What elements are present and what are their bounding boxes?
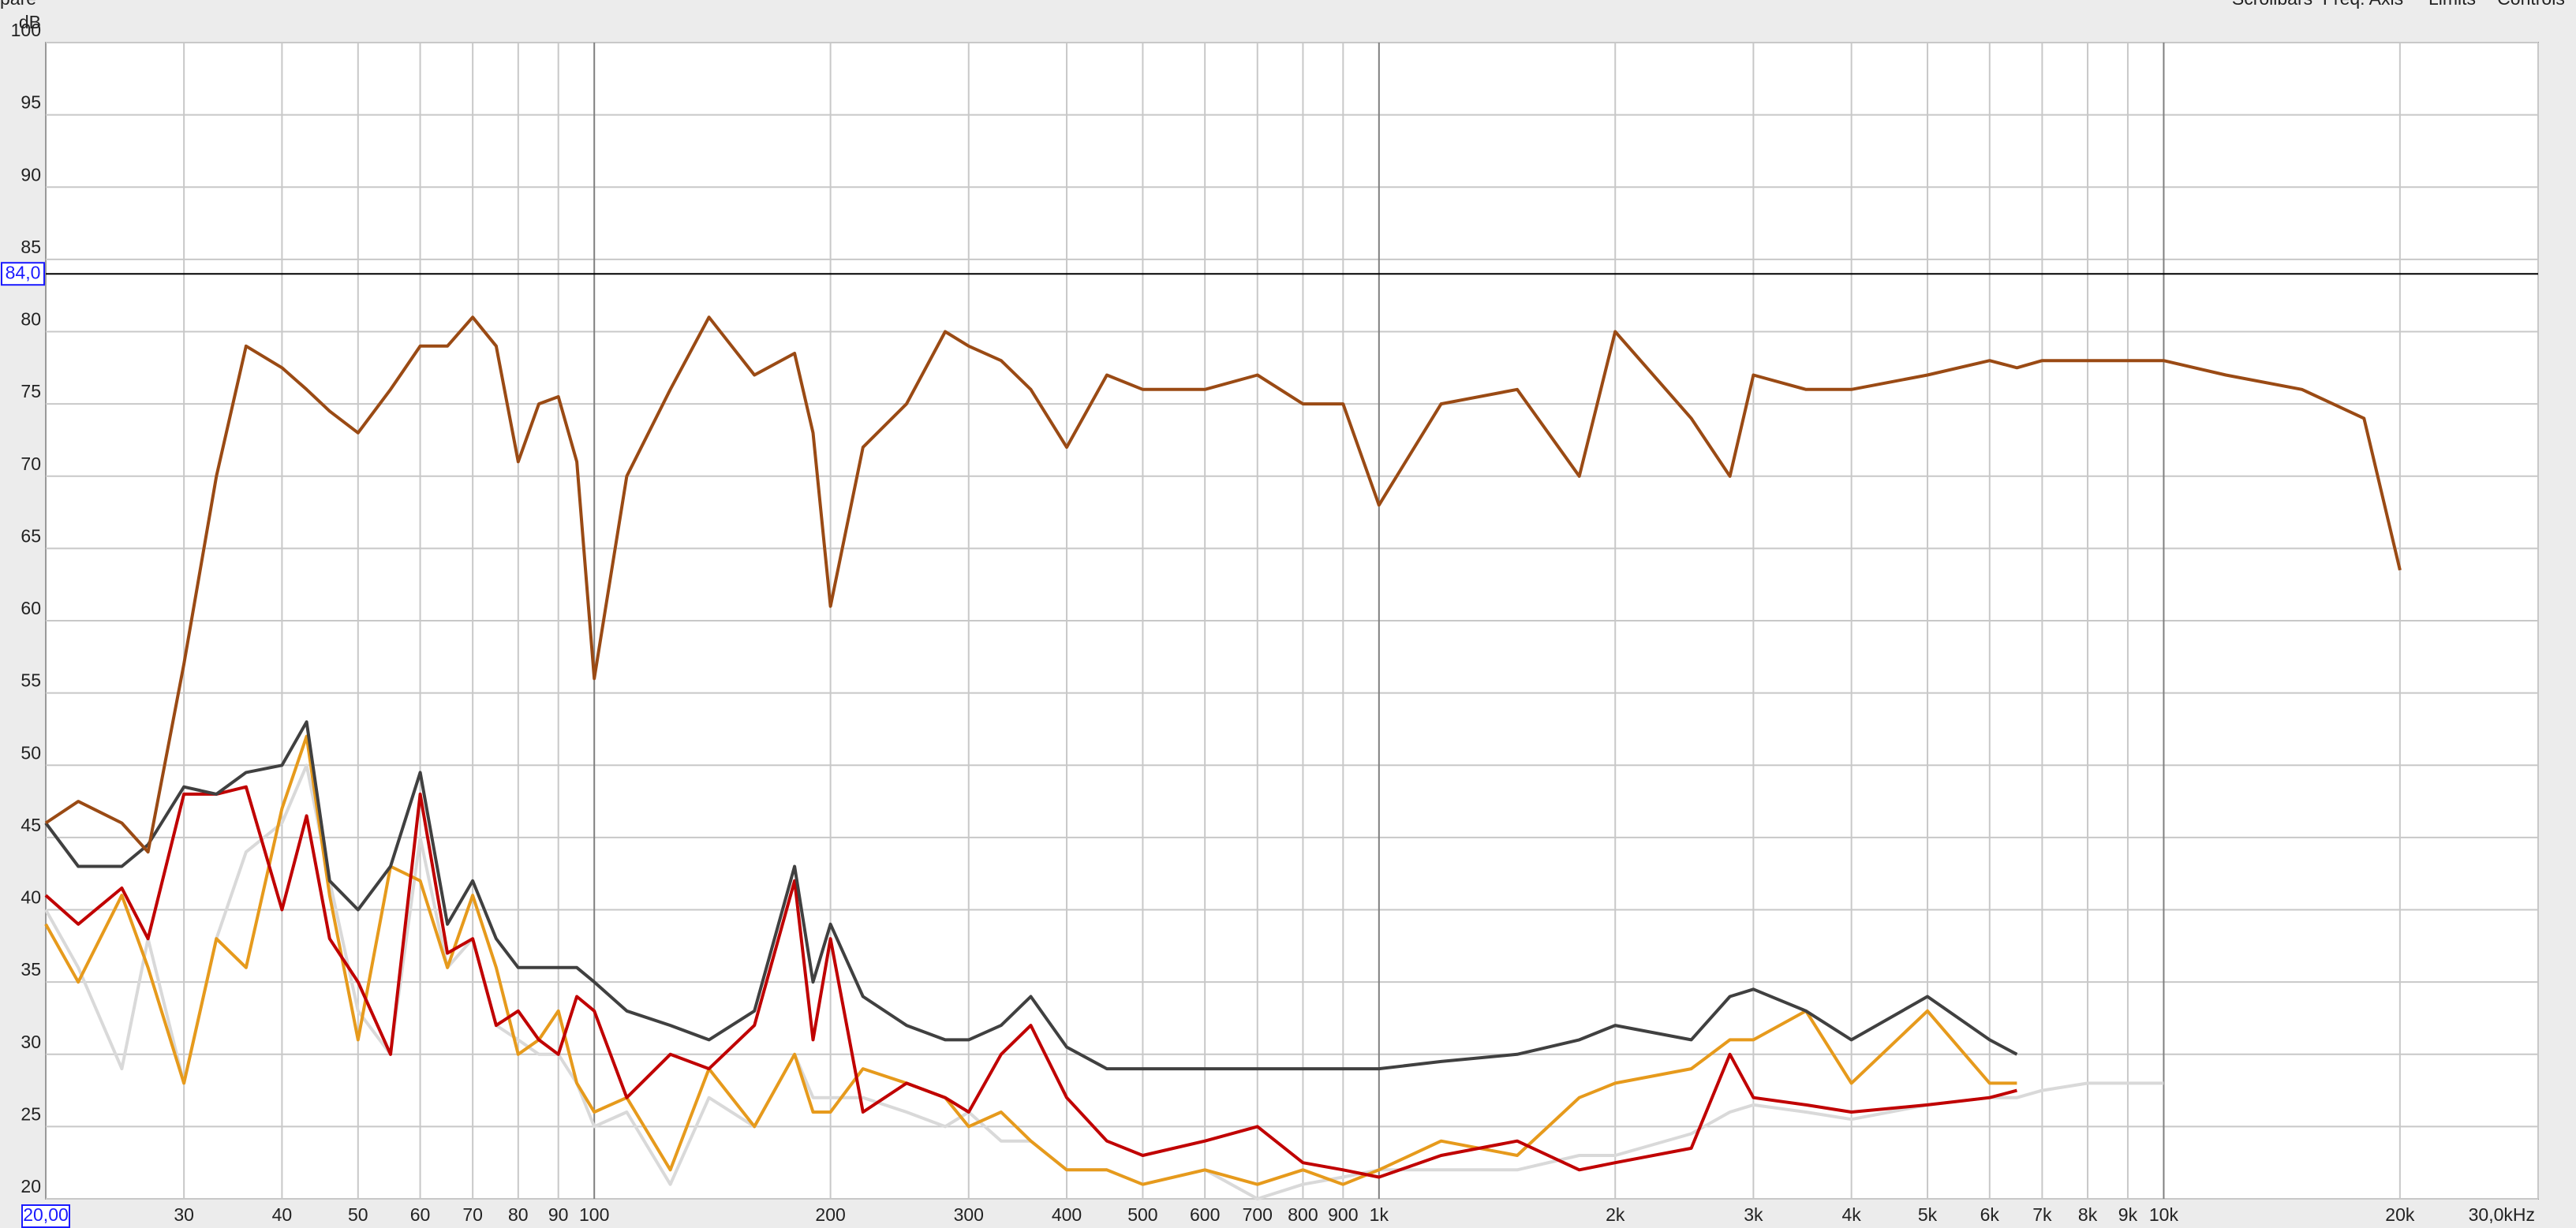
series-line bbox=[44, 720, 2018, 1071]
y-tick-label: 45 bbox=[21, 815, 41, 835]
y-tick-label: 30 bbox=[21, 1032, 41, 1052]
y-tick-label: 50 bbox=[21, 742, 41, 763]
toolbar-button[interactable]: Freq. Axis bbox=[2323, 0, 2403, 9]
x-tick-label: 4k bbox=[1841, 1204, 1861, 1225]
series-line bbox=[44, 734, 2017, 1186]
x-tick-label: 30 bbox=[174, 1204, 194, 1225]
x-tick-label: 1k bbox=[1370, 1204, 1389, 1225]
x-tick-label: 500 bbox=[1127, 1204, 1157, 1225]
x-tick-label: 2k bbox=[1606, 1204, 1625, 1225]
x-tick-label: 700 bbox=[1243, 1204, 1273, 1225]
x-tick-label: 40 bbox=[272, 1204, 293, 1225]
y-tick-label: 40 bbox=[21, 887, 41, 908]
y-tick-label: 55 bbox=[21, 670, 41, 691]
toolbar-text: pare bbox=[0, 0, 36, 9]
x-tick-label: 300 bbox=[954, 1204, 984, 1225]
y-tick-label: 90 bbox=[21, 164, 41, 185]
toolbar-button[interactable]: Limits bbox=[2428, 0, 2476, 9]
x-tick-label: 60 bbox=[410, 1204, 431, 1225]
series-line bbox=[44, 785, 2017, 1179]
x-tick-label: 50 bbox=[348, 1204, 368, 1225]
y-tick-label: 60 bbox=[21, 598, 41, 618]
y-tick-label: 25 bbox=[21, 1103, 41, 1124]
y-tick-label: 100 bbox=[11, 20, 41, 40]
x-tick-label: 90 bbox=[548, 1204, 569, 1225]
x-tick-label: 400 bbox=[1052, 1204, 1082, 1225]
toolbar-button[interactable]: Scrollbars bbox=[2232, 0, 2312, 9]
x-tick-label: 7k bbox=[2032, 1204, 2052, 1225]
x-tick-label: 8k bbox=[2078, 1204, 2098, 1225]
cursor-box bbox=[21, 1204, 70, 1228]
x-tick-label: 30,0kHz bbox=[2469, 1204, 2535, 1225]
y-tick-label: 95 bbox=[21, 92, 41, 113]
toolbar-button[interactable]: Controls bbox=[2497, 0, 2565, 9]
x-tick-label: 20k bbox=[2385, 1204, 2415, 1225]
cursor-label: 20,00 bbox=[23, 1204, 69, 1225]
x-tick-label: 80 bbox=[508, 1204, 529, 1225]
x-tick-label: 600 bbox=[1190, 1204, 1220, 1225]
x-tick-label: 200 bbox=[815, 1204, 845, 1225]
x-tick-label: 5k bbox=[1918, 1204, 1938, 1225]
x-tick-label: 6k bbox=[1980, 1204, 2000, 1225]
y-tick-label: 20 bbox=[21, 1176, 41, 1196]
y-tick-label: 70 bbox=[21, 454, 41, 474]
y-tick-label: 35 bbox=[21, 959, 41, 980]
cursor-label: 84,0 bbox=[6, 262, 41, 282]
x-tick-label: 800 bbox=[1288, 1204, 1318, 1225]
y-tick-label: 75 bbox=[21, 381, 41, 401]
y-tick-label: 65 bbox=[21, 525, 41, 546]
x-tick-label: 9k bbox=[2118, 1204, 2138, 1225]
x-tick-label: 70 bbox=[462, 1204, 483, 1225]
y-tick-label: 80 bbox=[21, 309, 41, 330]
x-tick-label: 10k bbox=[2149, 1204, 2179, 1225]
x-tick-label: 100 bbox=[579, 1204, 609, 1225]
series-line bbox=[44, 763, 2164, 1200]
x-tick-label: 3k bbox=[1744, 1204, 1763, 1225]
cursor-box bbox=[1, 262, 45, 286]
y-tick-label: 85 bbox=[21, 237, 41, 257]
series-line bbox=[44, 315, 2402, 854]
y-axis-label: dB bbox=[19, 12, 41, 32]
x-tick-label: 900 bbox=[1328, 1204, 1358, 1225]
